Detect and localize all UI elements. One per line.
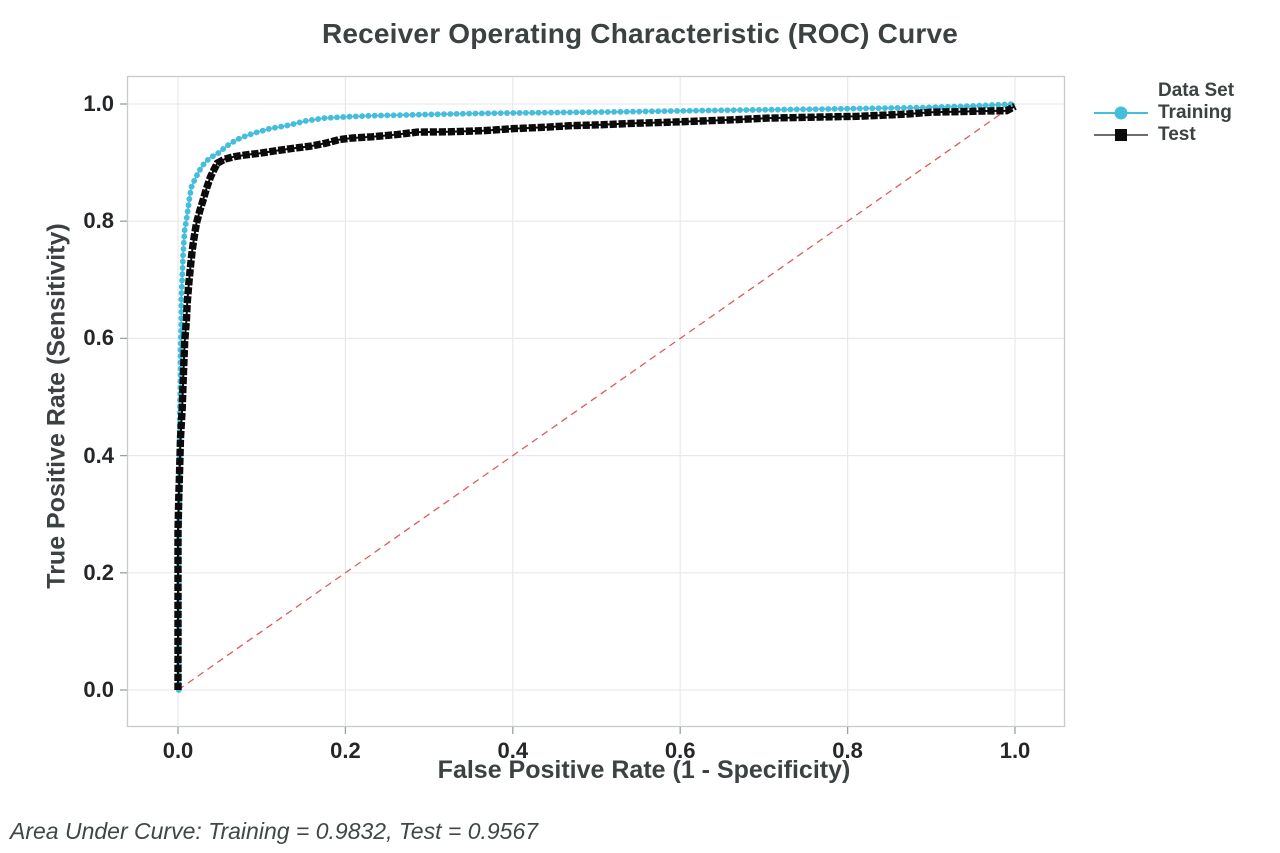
- plot-frame: [126, 75, 1066, 728]
- reference-line: [177, 103, 1016, 691]
- y-tick-label: 0.2: [83, 559, 114, 585]
- legend-marker-square-icon: [1094, 129, 1148, 141]
- x-tick-label: 0.0: [162, 738, 194, 763]
- legend: Data Set Training Test: [1092, 80, 1234, 146]
- y-tick-label: 1.0: [83, 91, 114, 116]
- x-tick-label: 0.8: [832, 738, 863, 763]
- legend-item-test: Test: [1092, 124, 1234, 146]
- x-tick-label: 0.4: [497, 738, 529, 763]
- plot-background: [127, 76, 1065, 727]
- y-tick-label: 0.4: [83, 442, 114, 468]
- test-curve-markers: [174, 103, 1017, 690]
- legend-item-training: Training: [1092, 102, 1234, 124]
- y-tick-label: 0.6: [83, 325, 114, 351]
- x-tick-label: 0.6: [664, 738, 696, 763]
- x-tick-label: 1.0: [999, 738, 1031, 763]
- legend-item-label: Test: [1158, 124, 1196, 145]
- legend-title: Data Set: [1158, 80, 1235, 101]
- legend-marker-circle-icon: [1094, 106, 1148, 120]
- x-tick-label: 0.2: [330, 738, 361, 763]
- y-tick-label: 0.0: [83, 677, 114, 702]
- y-tick-label: 0.8: [83, 208, 114, 234]
- auc-note: Area Under Curve: Training = 0.9832, Tes…: [10, 818, 539, 844]
- legend-item-label: Training: [1158, 102, 1232, 123]
- x-axis-label: False Positive Rate (1 - Specificity): [437, 756, 851, 784]
- chart-title: Receiver Operating Characteristic (ROC) …: [321, 18, 959, 49]
